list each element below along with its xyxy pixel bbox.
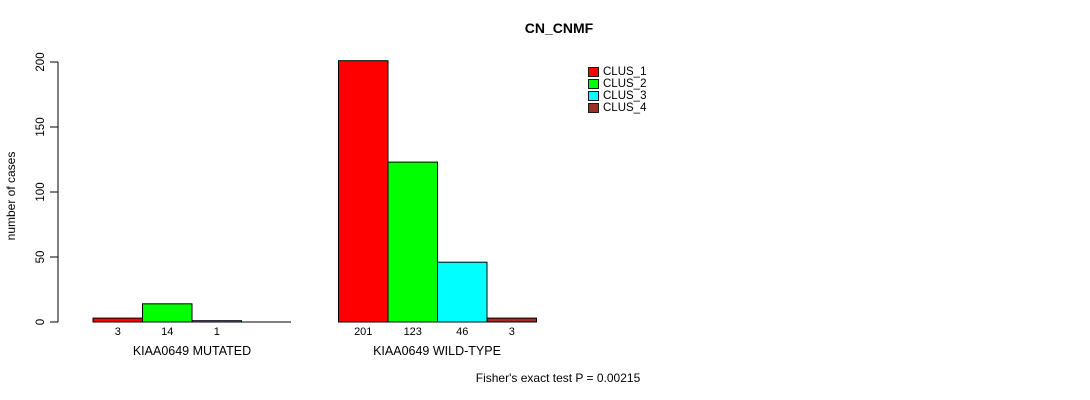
y-tick-label: 150 xyxy=(35,117,47,136)
bar-value-label: 46 xyxy=(456,326,468,338)
bar-value-label: 201 xyxy=(354,326,372,338)
bar-clus_2-group2 xyxy=(387,161,438,323)
legend-row-clus-3: CLUS_3 xyxy=(588,90,646,102)
legend-label-clus-2: CLUS_2 xyxy=(603,78,647,90)
bar-clus_1-group1 xyxy=(92,317,143,323)
legend-label-clus-3: CLUS_3 xyxy=(603,90,647,102)
legend-row-clus-4: CLUS_4 xyxy=(588,102,646,114)
legend: CLUS_1 CLUS_2 CLUS_3 CLUS_4 xyxy=(588,66,646,114)
x-category-label-wild-type: KIAA0649 WILD-TYPE xyxy=(373,344,501,358)
legend-swatch-clus-3-icon xyxy=(588,91,599,101)
y-tick-label: 0 xyxy=(35,319,47,325)
bar-clus_3-group1 xyxy=(191,320,242,323)
bar-value-label: 3 xyxy=(115,326,121,338)
legend-label-clus-4: CLUS_4 xyxy=(603,102,647,114)
y-tick-label: 200 xyxy=(35,52,47,71)
bar-clus_3-group2 xyxy=(437,261,488,323)
legend-swatch-clus-1-icon xyxy=(588,67,599,77)
legend-label-clus-1: CLUS_1 xyxy=(603,66,647,78)
bar-clus_1-group2 xyxy=(338,60,389,323)
y-tick-label: 100 xyxy=(35,182,47,201)
bar-clus_4-group2 xyxy=(486,317,537,323)
fisher-test-annotation: Fisher's exact test P = 0.00215 xyxy=(475,371,641,385)
chart-title: CN_CNMF xyxy=(524,20,594,36)
legend-swatch-clus-4-icon xyxy=(588,103,599,113)
x-category-label-mutated: KIAA0649 MUTATED xyxy=(132,344,252,358)
legend-row-clus-2: CLUS_2 xyxy=(588,78,646,90)
bar-value-label: 1 xyxy=(214,326,220,338)
bar-clus_2-group1 xyxy=(142,303,193,323)
bar-value-label: 3 xyxy=(509,326,515,338)
bar-value-label: 123 xyxy=(404,326,422,338)
y-tick-label: 50 xyxy=(35,251,47,264)
legend-swatch-clus-2-icon xyxy=(588,79,599,89)
legend-row-clus-1: CLUS_1 xyxy=(588,66,646,78)
bar-value-label: 14 xyxy=(161,326,173,338)
